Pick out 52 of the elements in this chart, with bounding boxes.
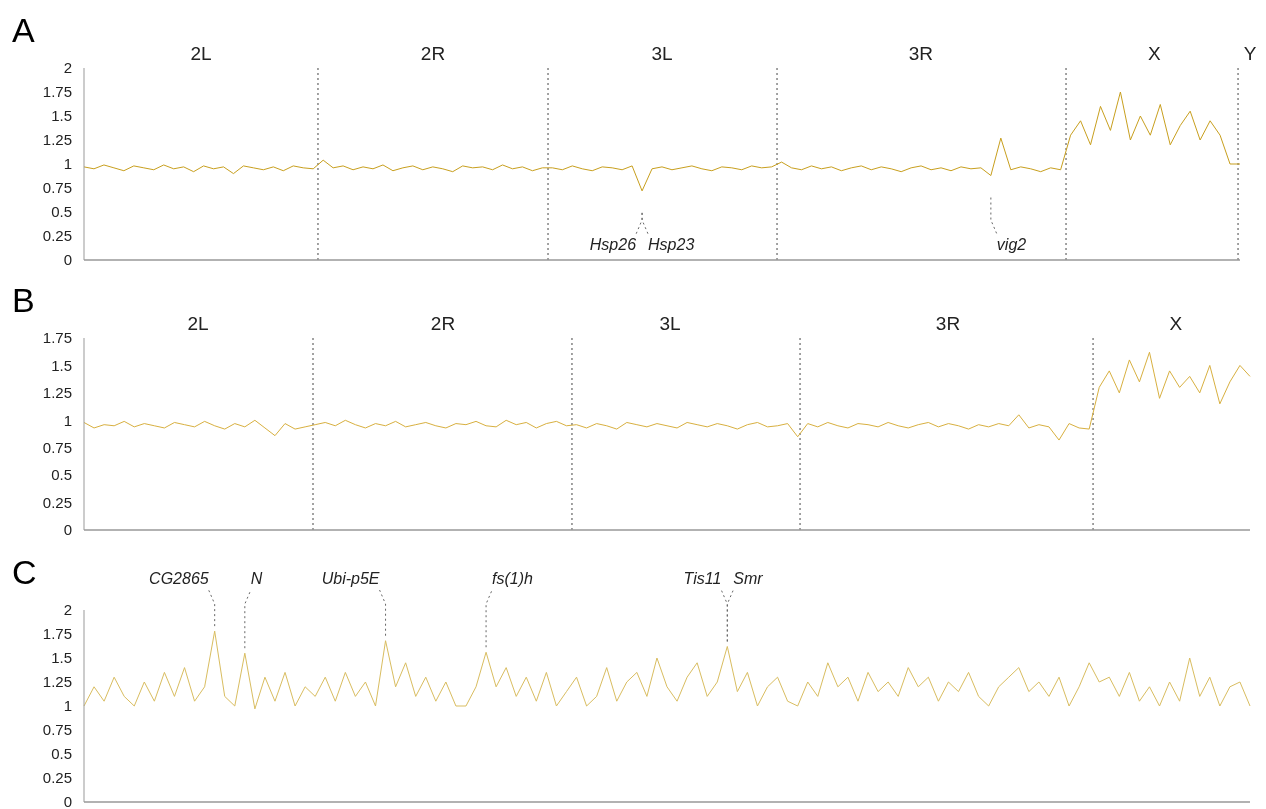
y-tick-label: 0.75 — [42, 438, 72, 456]
annotation: Hsp26 — [589, 236, 637, 253]
chart-title: C — [12, 553, 37, 591]
y-tick-label: 0.5 — [51, 745, 72, 763]
y-tick-label: 1.5 — [51, 356, 72, 374]
y-tick-label: 1 — [63, 155, 72, 173]
y-tick-label: 0.25 — [42, 227, 72, 245]
text: 2R — [420, 43, 446, 64]
line-series — [83, 351, 1251, 441]
y-tick-label: 1.75 — [42, 329, 72, 347]
y-tick-label: 1.75 — [42, 83, 72, 101]
text: Smr — [733, 570, 764, 587]
annotation: vig2 — [996, 236, 1027, 253]
text: Ubi-p5E — [321, 570, 380, 587]
annotation: Hsp23 — [648, 236, 695, 253]
text: 2R — [430, 313, 456, 334]
text: 3L — [659, 313, 681, 334]
y-tick-label: 1.25 — [42, 673, 72, 691]
text: N — [250, 570, 263, 587]
y-tick-label: 2 — [63, 601, 72, 619]
text: fs(1)h — [492, 570, 534, 587]
y-tick-label: 0.25 — [42, 769, 72, 787]
y-tick-label: 1.25 — [42, 131, 72, 149]
line-series — [83, 91, 1241, 192]
y-tick-label: 1.5 — [51, 649, 72, 667]
chart-title: A — [12, 11, 35, 49]
y-tick-label: 0.5 — [51, 466, 72, 484]
text: Y — [1243, 43, 1257, 64]
text: CG2865 — [149, 570, 209, 587]
y-tick-label: 0.25 — [42, 493, 72, 511]
text: 3R — [935, 313, 961, 334]
text: 2L — [190, 43, 212, 64]
text: X — [1169, 313, 1183, 334]
text: X — [1148, 43, 1162, 64]
y-tick-label: 0.5 — [51, 203, 72, 221]
y-tick-label: 1 — [63, 697, 72, 715]
text: Tis11 — [683, 570, 722, 587]
text: 3R — [908, 43, 934, 64]
y-tick-label: 1.5 — [51, 107, 72, 125]
y-tick-label: 0 — [63, 521, 72, 539]
y-tick-label: 1 — [63, 411, 72, 429]
y-tick-label: 1.25 — [42, 384, 72, 402]
text: 3L — [651, 43, 673, 64]
y-tick-label: 0 — [63, 251, 72, 269]
line-series — [83, 630, 1251, 710]
chart-title: B — [12, 281, 35, 319]
y-tick-label: 0.75 — [42, 721, 72, 739]
y-tick-label: 0 — [63, 793, 72, 809]
text: 2L — [187, 313, 209, 334]
y-tick-label: 1.75 — [42, 625, 72, 643]
y-tick-label: 2 — [63, 59, 72, 77]
y-tick-label: 0.75 — [42, 179, 72, 197]
